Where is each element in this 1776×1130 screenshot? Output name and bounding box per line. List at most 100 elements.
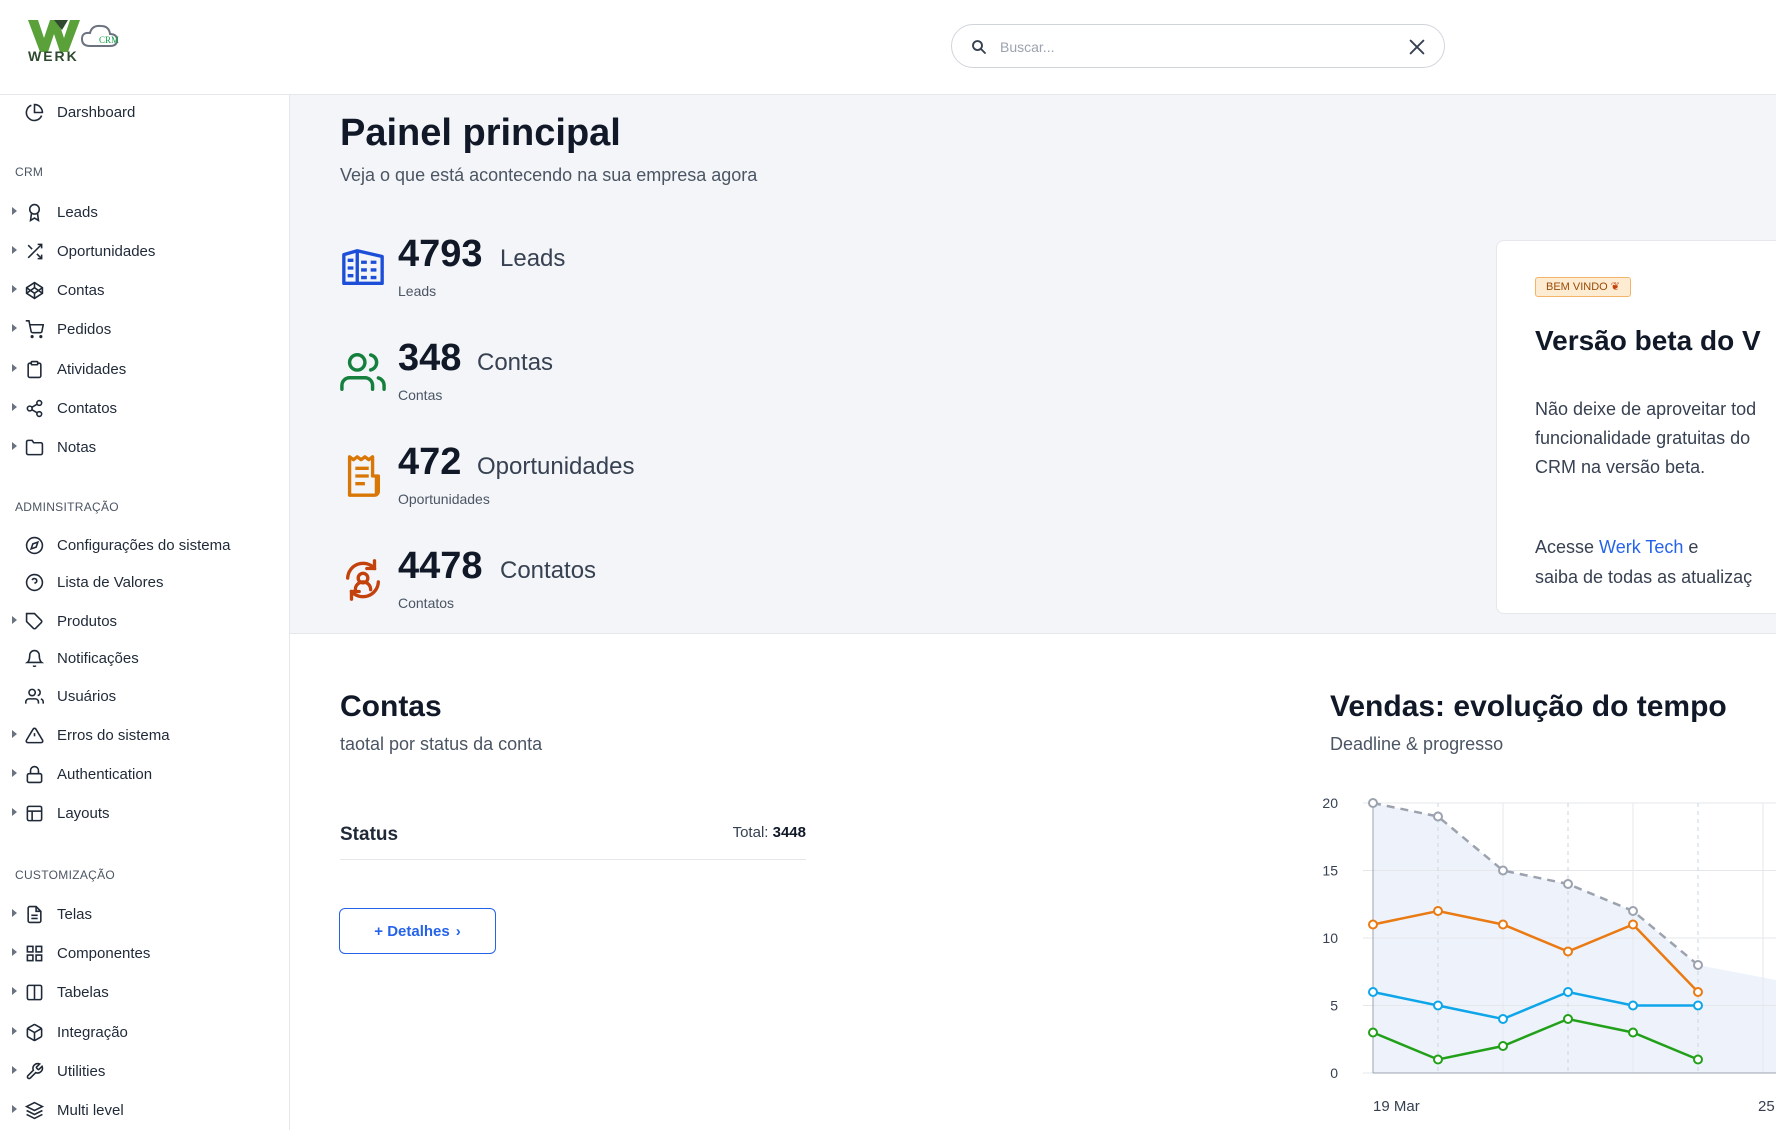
sidebar-item-label: Layouts [57,805,110,822]
chart-x-tick-label: 25 [1758,1098,1775,1115]
logo-crm-badge: CRM [99,35,120,45]
sidebar-item-tabelas[interactable]: Tabelas [0,975,289,1009]
sidebar-item-notas[interactable]: Notas [0,430,289,464]
sidebar-item-label: Tabelas [57,984,109,1001]
section-title-crm: CRM [15,165,44,179]
sidebar-item-label: Atividades [57,361,127,378]
chart-data-point [1628,1000,1638,1011]
caret-right-icon [12,616,17,624]
sidebar-item-erros[interactable]: Erros do sistema [0,718,289,752]
werk-crm-logo[interactable] [24,16,144,72]
sidebar-item-notificacoes[interactable]: Notificações [0,641,289,675]
chart-data-point [1498,1014,1508,1024]
chart-data-point [1368,798,1378,808]
sidebar-item-dashboard[interactable]: Darshboard [0,95,289,129]
sidebar-item-telas[interactable]: Telas [0,897,289,931]
chart-data-point [1628,1027,1638,1038]
werk-tech-link[interactable]: Werk Tech [1599,537,1684,557]
card-text-post: e [1683,537,1699,557]
sidebar-item-label: Usuários [57,688,117,705]
card-text-pre: Acesse [1535,537,1600,557]
caret-right-icon [12,324,17,332]
stat-oportunidades[interactable]: 472 Oportunidades Oportunidades [340,441,760,511]
sidebar-item-atividades[interactable]: Atividades [0,352,289,386]
sidebar-item-usuarios[interactable]: Usuários [0,679,289,713]
receipt-icon [347,455,381,497]
lock-icon [26,765,43,784]
card-text-line: CRM na versão beta. [1535,457,1706,477]
shopping-cart-icon [25,320,44,339]
building-icon [342,249,384,286]
file-text-icon [27,905,42,924]
sales-chart: 0 5 10 15 20 19 Mar 25 [1310,780,1776,1130]
stat-value: 4478 [398,545,483,587]
sidebar-item-oportunidades[interactable]: Oportunidades [0,234,289,268]
sidebar-item-label: Erros do sistema [57,727,170,744]
sidebar-item-contatos[interactable]: Contatos [0,391,289,425]
chart-data-point [1563,987,1573,997]
chart-data-point [1368,919,1378,930]
chart-data-point [1563,946,1573,957]
caret-right-icon [12,207,17,215]
sidebar-item-label: Multi level [57,1102,124,1119]
sidebar-item-componentes[interactable]: Componentes [0,936,289,970]
chart-series-line [1372,909,1699,993]
caret-right-icon [12,246,17,254]
page-title: Painel principal [340,112,621,154]
total-label: Total: [732,824,769,841]
sidebar-item-label: Notificações [57,650,139,667]
chart-data-point [1433,906,1443,916]
sidebar-item-configuracoes[interactable]: Configurações do sistema [0,528,289,562]
sidebar-item-lista-valores[interactable]: Lista de Valores [0,565,289,599]
badge-text: BEM VINDO [1546,281,1608,293]
sidebar-item-contas[interactable]: Contas [0,273,289,307]
search-icon [972,40,986,54]
details-label: + Detalhes [374,922,450,940]
sidebar-item-label: Telas [57,906,93,923]
stat-value: 348 [398,337,462,379]
sidebar-item-produtos[interactable]: Produtos [0,604,289,638]
chart-x-tick-label: 19 Mar [1373,1098,1420,1115]
chart-y-tick-label: 15 [1322,863,1338,879]
close-icon[interactable] [1406,36,1428,58]
welcome-badge: BEM VINDO ❦ [1535,277,1632,297]
chart-series-line [1372,801,1699,966]
chart-data-point [1368,987,1378,997]
page-subtitle: Veja o que está acontecendo na sua empre… [340,165,758,185]
caret-right-icon [12,364,17,372]
stat-contas[interactable]: 348 Contas Contas [340,337,760,407]
alert-triangle-icon [25,727,44,744]
stat-sublabel: Contas [398,387,443,403]
chart-data-point [1498,919,1508,930]
sidebar-item-authentication[interactable]: Authentication [0,757,289,791]
chart-series-line [1372,990,1698,1021]
sidebar-item-label: Pedidos [57,321,112,338]
details-button[interactable]: + Detalhes › [339,908,496,954]
chart-data-point [1433,811,1443,822]
sidebar-item-label: Contatos [57,400,118,417]
contas-subtitle: taotal por status da conta [340,734,543,754]
chart-y-tick-label: 20 [1322,795,1338,811]
sidebar-item-multi-level[interactable]: Multi level [0,1093,289,1127]
chart-data-point [1693,1000,1703,1011]
vendas-title: Vendas: evolução do tempo [1330,690,1727,723]
chart-data-point [1693,1054,1703,1065]
stat-contatos[interactable]: 4478 Contatos Contatos [340,545,760,615]
chart-y-tick-label: 5 [1330,998,1338,1014]
chart-data-point [1498,865,1508,876]
sidebar-item-utilities[interactable]: Utilities [0,1054,289,1088]
search-input[interactable] [1000,33,1380,61]
section-title-admin: ADMINSITRAÇÃO [15,500,119,514]
sidebar-item-layouts[interactable]: Layouts [0,796,289,830]
sidebar-item-integracao[interactable]: Integração [0,1015,289,1049]
stat-leads[interactable]: 4793 Leads Leads [340,233,760,303]
chart-data-point [1433,1000,1443,1011]
chart-y-tick-label: 0 [1330,1065,1338,1081]
caret-right-icon [12,948,17,956]
award-icon [28,203,41,222]
award-icon: ❦ [1610,281,1621,293]
sidebar-item-pedidos[interactable]: Pedidos [0,312,289,346]
sidebar-item-label: Lista de Valores [57,574,164,591]
sidebar-item-leads[interactable]: Leads [0,195,289,229]
layers-icon [25,1101,44,1120]
